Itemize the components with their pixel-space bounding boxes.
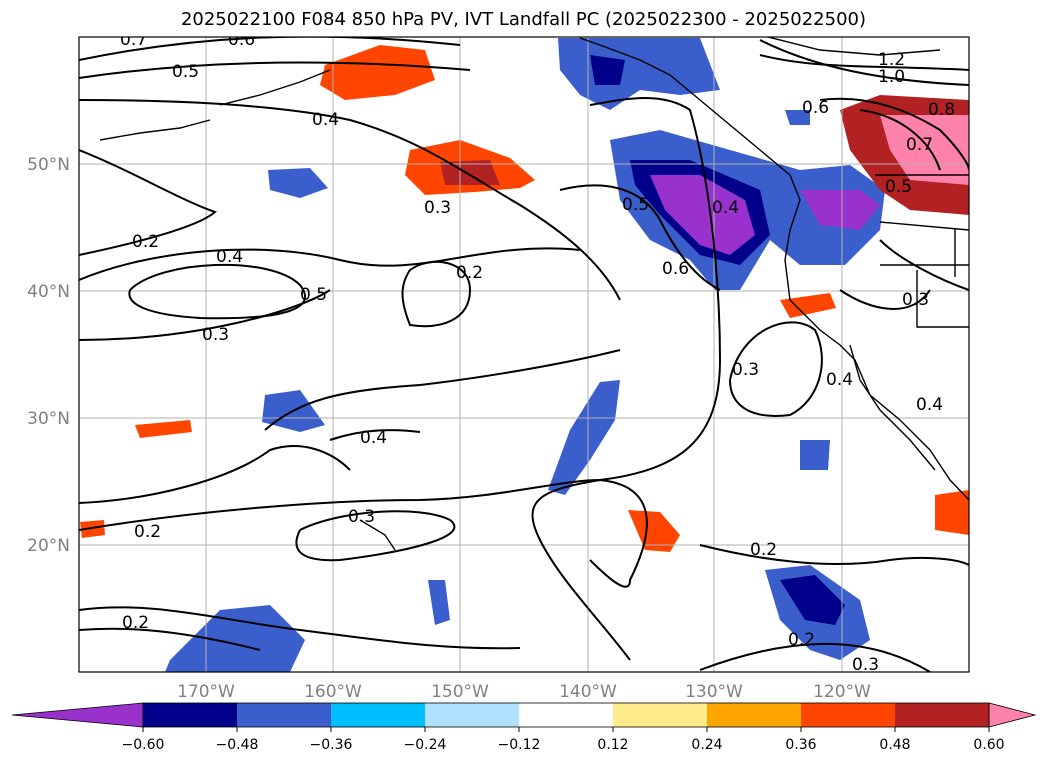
shade-pos-178-20 [80, 520, 105, 538]
colorbar-tick-label: 0.60 [973, 737, 1004, 753]
lat-tick-label: 40°N [27, 282, 70, 302]
colorbar-tick-label: −0.36 [310, 737, 353, 753]
pv-contours [79, 37, 969, 672]
shade-neg-main-core [650, 175, 755, 255]
coastlines [99, 37, 969, 551]
contour-label: 0.2 [788, 630, 815, 650]
shade-neg-ak [785, 110, 810, 125]
colorbar-segment [613, 703, 708, 727]
colorbar-extend-low [11, 702, 144, 728]
colorbar-tick-label: 0.12 [597, 737, 628, 753]
negative-shading [165, 38, 885, 672]
shade-neg-coast [800, 190, 880, 230]
shade-neg-150-15 [428, 580, 450, 625]
shade-neg-nw [558, 38, 720, 110]
contour-label: 0.6 [802, 98, 829, 118]
contour-label: 0.5 [172, 62, 199, 82]
map-panel: 0.7 0.6 0.5 0.4 1.2 1.0 0.6 0.8 0.7 0.5 … [79, 30, 969, 675]
colorbar-tick-label: −0.60 [122, 737, 165, 753]
contour-label: 1.0 [878, 67, 905, 87]
shade-neg-125-15-core [780, 575, 845, 625]
contour-label: 0.4 [312, 110, 339, 130]
lat-tick-label: 20°N [27, 536, 70, 556]
lon-tick-label: 120°W [813, 682, 871, 702]
contour-label: 0.3 [732, 360, 759, 380]
lon-tick-label: 150°W [431, 682, 489, 702]
colorbar-segment [519, 703, 614, 727]
shade-neg-168 [268, 168, 328, 198]
colorbar-segment [707, 703, 802, 727]
contour-label: 0.2 [750, 540, 777, 560]
colorbar-tick-label: 0.36 [785, 737, 816, 753]
colorbar-frame [142, 702, 990, 728]
graticule [79, 37, 969, 672]
colorbar-segment [331, 703, 426, 727]
contour-label: 0.5 [300, 285, 327, 305]
contour-label: 0.6 [662, 259, 689, 279]
shade-pos-ak [320, 45, 435, 100]
longitude-labels: 170°W 160°W 150°W 140°W 130°W 120°W [177, 682, 871, 702]
contour-label: 0.2 [122, 613, 149, 633]
contour-label: 0.3 [202, 325, 229, 345]
lon-tick-label: 140°W [559, 682, 617, 702]
contour-label: 0.6 [228, 30, 255, 50]
lon-tick-label: 130°W [685, 682, 743, 702]
colorbar-segment [425, 703, 520, 727]
contour-label: 0.5 [885, 177, 912, 197]
colorbar-segment [143, 703, 238, 727]
contour-label: 0.3 [852, 655, 879, 675]
colorbar-segment [801, 703, 896, 727]
shade-neg-122-25 [800, 440, 830, 470]
contour-label: 0.7 [120, 30, 147, 50]
lat-tick-label: 30°N [27, 409, 70, 429]
colorbar-tick-label: −0.12 [498, 737, 541, 753]
shade-neg-140 [548, 380, 620, 495]
shade-pos-mx [935, 490, 969, 535]
contour-label: 0.3 [902, 290, 929, 310]
shade-pos-ca [780, 293, 836, 318]
contour-label: 0.3 [424, 198, 451, 218]
contour-label: 0.2 [134, 522, 161, 542]
contour-label: 0.4 [712, 198, 739, 218]
contour-label: 0.8 [928, 100, 955, 120]
colorbar-extend-high [988, 702, 1037, 728]
lon-tick-label: 170°W [177, 682, 235, 702]
shade-neg-nw-core [590, 55, 625, 85]
shade-neg-ssw [165, 605, 305, 672]
colorbar-tick-label: −0.48 [216, 737, 259, 753]
contour-label: 0.2 [456, 263, 483, 283]
lat-tick-label: 50°N [27, 155, 70, 175]
map-title: 2025022100 F084 850 hPa PV, IVT Landfall… [180, 9, 867, 30]
shade-pos-ne-core [880, 115, 969, 185]
lon-tick-label: 160°W [304, 682, 362, 702]
latitude-labels: 50°N 40°N 30°N 20°N [27, 155, 70, 556]
contour-label: 0.2 [132, 232, 159, 252]
contour-label: 0.3 [348, 507, 375, 527]
colorbar-tick-label: −0.24 [404, 737, 447, 753]
contour-label: 0.7 [906, 135, 933, 155]
colorbar: −0.60 −0.48 −0.36 −0.24 −0.12 0.12 0.24 0.36 0.4… [11, 702, 1037, 753]
contour-label: 0.5 [622, 195, 649, 215]
colorbar-segment [895, 703, 990, 727]
contour-label: 0.4 [826, 370, 853, 390]
colorbar-tick-label: 0.48 [879, 737, 910, 753]
colorbar-tick-label: 0.24 [691, 737, 722, 753]
positive-shading [80, 45, 969, 552]
contour-labels: 0.7 0.6 0.5 0.4 1.2 1.0 0.6 0.8 0.7 0.5 … [120, 30, 955, 675]
contour-label: 0.4 [360, 428, 387, 448]
shade-pos-170-30 [135, 420, 192, 438]
map-frame [78, 36, 970, 673]
contour-label: 1.2 [878, 50, 905, 70]
colorbar-segment [237, 703, 332, 727]
shade-pos-135-20 [628, 510, 680, 552]
contour-label: 0.4 [916, 395, 943, 415]
contour-label: 0.4 [216, 247, 243, 267]
